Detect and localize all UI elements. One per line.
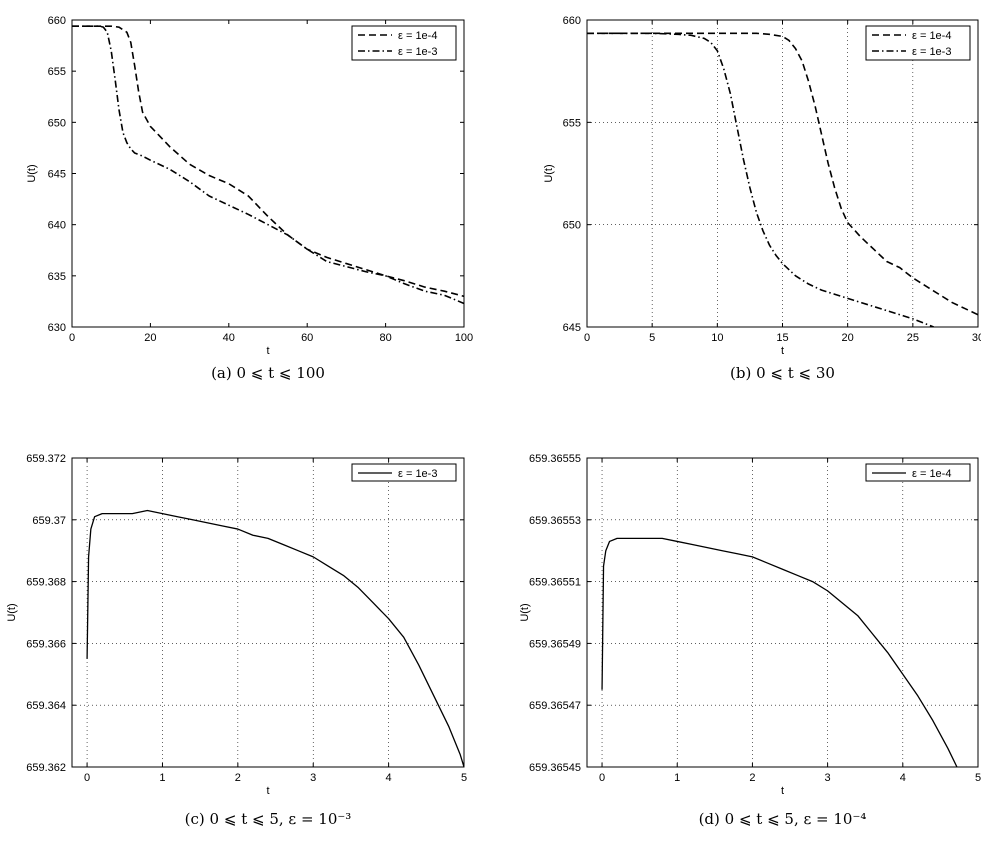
panel-c-xtick-label-2: 2 xyxy=(235,772,241,784)
panel-a-legend-label-0: ε = 1e-4 xyxy=(398,30,437,42)
panel-c-ylabel: U(t) xyxy=(6,603,18,621)
panel-b-xtick-label-6: 30 xyxy=(972,332,981,344)
panel-a-series-line-0 xyxy=(72,25,464,298)
panel-a-axes-box xyxy=(71,19,465,328)
panel-b-legend-label-1: ε = 1e-3 xyxy=(912,46,951,58)
panel-b-series-line-1 xyxy=(587,32,934,327)
panel-a-xtick-label-1: 20 xyxy=(144,332,156,344)
panel-a-ylabel: U(t) xyxy=(26,164,38,182)
panel-a-ytick-label-0: 630 xyxy=(48,322,66,334)
panel-c-axes-box xyxy=(71,457,465,768)
panel-b-xtick-label-1: 5 xyxy=(649,332,655,344)
panel-a-xlabel: t xyxy=(266,345,269,357)
panel-a-ytick-label-4: 650 xyxy=(48,117,66,129)
panel-a-xtick-label-5: 100 xyxy=(455,332,473,344)
panel-b-xtick-label-5: 25 xyxy=(907,332,919,344)
panel-c-ytick-label-2: 659.366 xyxy=(26,638,66,650)
panel-c-ytick-label-1: 659.364 xyxy=(26,700,66,712)
panel-c-legend: ε = 1e-3 xyxy=(351,463,457,482)
panel-b-ylabel: U(t) xyxy=(543,164,555,182)
panel-c-ytick-label-4: 659.37 xyxy=(32,515,66,527)
panel-b-legend-label-0: ε = 1e-4 xyxy=(912,30,951,42)
panel-d-legend-label-0: ε = 1e-4 xyxy=(912,468,951,480)
panel-a-series-line-1 xyxy=(72,25,464,305)
panel-b-ytick-label-2: 655 xyxy=(563,117,581,129)
panel-b: 051015202530645650655660tU(t)ε = 1e-4ε =… xyxy=(543,15,981,382)
panel-b-legend-box xyxy=(865,25,971,61)
panel-d-ytick-label-3: 659.36551 xyxy=(529,577,581,589)
panel-c-legend-label-0: ε = 1e-3 xyxy=(398,468,437,480)
panel-a-legend: ε = 1e-4 ε = 1e-3 xyxy=(351,25,457,61)
panel-b-xtick-label-3: 15 xyxy=(776,332,788,344)
panel-b-caption: (b) 0 ⩽ t ⩽ 30 xyxy=(730,364,835,382)
panel-c-ytick-label-0: 659.362 xyxy=(26,762,66,774)
panel-a-xtick-label-2: 40 xyxy=(223,332,235,344)
panel-a-ytick-label-3: 645 xyxy=(48,169,66,181)
panel-a-legend-label-1: ε = 1e-3 xyxy=(398,46,437,58)
panel-c-xtick-label-5: 5 xyxy=(461,772,467,784)
panel-c-xtick-label-3: 3 xyxy=(310,772,316,784)
panel-c-xlabel: t xyxy=(266,785,269,797)
panel-d-legend-box xyxy=(865,463,971,482)
panel-b-xtick-label-0: 0 xyxy=(584,332,590,344)
panel-a-ytick-label-1: 635 xyxy=(48,271,66,283)
panel-d-ytick-label-4: 659.36553 xyxy=(529,515,581,527)
panel-b-legend: ε = 1e-4 ε = 1e-3 xyxy=(865,25,971,61)
panel-c: 0 1 2 3 4 5 659.362 659.364 659.366 659.368 659.37… xyxy=(6,453,467,828)
panel-c-ytick-label-5: 659.372 xyxy=(26,453,66,465)
panel-d-xtick-label-5: 5 xyxy=(975,772,981,784)
panel-d-axes-box xyxy=(586,457,979,768)
panel-d-xtick-label-4: 4 xyxy=(900,772,906,784)
panel-d-ytick-label-0: 659.36545 xyxy=(529,762,581,774)
panel-c-xtick-label-1: 1 xyxy=(159,772,165,784)
panel-a-ytick-label-2: 640 xyxy=(48,220,66,232)
panel-a-xtick-label-0: 0 xyxy=(69,332,75,344)
panel-a: 0 20 40 60 80 100 630 635 640 645 650 655 660 t U(t) ε … xyxy=(26,15,473,382)
panel-b-ytick-label-1: 650 xyxy=(563,220,581,232)
panel-a-xtick-label-4: 80 xyxy=(379,332,391,344)
panel-d-ytick-label-1: 659.36547 xyxy=(529,700,581,712)
panel-b-series-line-0 xyxy=(587,32,978,316)
panel-c-xtick-label-0: 0 xyxy=(84,772,90,784)
panel-c-series-line-0 xyxy=(86,509,464,767)
panel-c-legend-box xyxy=(351,463,457,482)
panel-d-xlabel: t xyxy=(781,785,784,797)
panel-a-caption: (a) 0 ⩽ t ⩽ 100 xyxy=(211,364,325,382)
panel-a-xtick-label-3: 60 xyxy=(301,332,313,344)
panel-d-legend: ε = 1e-4 xyxy=(865,463,971,482)
panel-d-series-line-0 xyxy=(601,537,958,767)
panel-d-caption: (d) 0 ⩽ t ⩽ 5, ε = 10⁻⁴ xyxy=(699,810,867,828)
panel-b-xlabel: t xyxy=(781,345,784,357)
panel-b-xtick-label-4: 20 xyxy=(842,332,854,344)
panel-b-xtick-label-2: 10 xyxy=(711,332,723,344)
panel-c-ytick-label-3: 659.368 xyxy=(26,577,66,589)
panel-d-ytick-label-5: 659.36555 xyxy=(529,453,581,465)
panel-c-xtick-label-4: 4 xyxy=(386,772,392,784)
panel-d-xtick-label-2: 2 xyxy=(749,772,755,784)
panel-d-xtick-label-1: 1 xyxy=(674,772,680,784)
panel-d-ytick-label-2: 659.36549 xyxy=(529,638,581,650)
panel-d-xtick-label-0: 0 xyxy=(599,772,605,784)
panel-d-ylabel: U(t) xyxy=(519,603,531,621)
panel-b-ytick-label-3: 660 xyxy=(563,15,581,27)
panel-c-caption: (c) 0 ⩽ t ⩽ 5, ε = 10⁻³ xyxy=(185,810,352,828)
panel-a-ytick-label-6: 660 xyxy=(48,15,66,27)
panel-d-xtick-label-3: 3 xyxy=(825,772,831,784)
panel-a-ytick-label-5: 655 xyxy=(48,66,66,78)
panel-d: 0 1 2 3 4 5 659.36545 659.36547 659.36549 659.365… xyxy=(519,453,981,828)
panel-b-ytick-label-0: 645 xyxy=(563,322,581,334)
panel-a-legend-box xyxy=(351,25,457,61)
